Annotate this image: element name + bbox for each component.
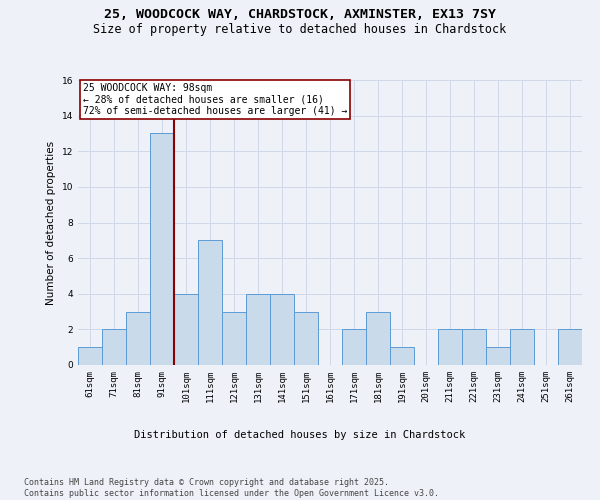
Bar [126, 312, 150, 365]
Bar [174, 294, 198, 365]
Bar [390, 347, 414, 365]
Bar [558, 330, 582, 365]
Bar [78, 347, 102, 365]
Bar [510, 330, 534, 365]
Text: Distribution of detached houses by size in Chardstock: Distribution of detached houses by size … [134, 430, 466, 440]
Bar [198, 240, 222, 365]
Text: 25, WOODCOCK WAY, CHARDSTOCK, AXMINSTER, EX13 7SY: 25, WOODCOCK WAY, CHARDSTOCK, AXMINSTER,… [104, 8, 496, 20]
Bar [366, 312, 390, 365]
Bar [462, 330, 486, 365]
Text: 25 WOODCOCK WAY: 98sqm
← 28% of detached houses are smaller (16)
72% of semi-det: 25 WOODCOCK WAY: 98sqm ← 28% of detached… [83, 83, 347, 116]
Text: Contains HM Land Registry data © Crown copyright and database right 2025.
Contai: Contains HM Land Registry data © Crown c… [24, 478, 439, 498]
Bar [294, 312, 318, 365]
Bar [246, 294, 270, 365]
Bar [102, 330, 126, 365]
Bar [222, 312, 246, 365]
Y-axis label: Number of detached properties: Number of detached properties [46, 140, 56, 304]
Bar [270, 294, 294, 365]
Bar [486, 347, 510, 365]
Bar [438, 330, 462, 365]
Text: Size of property relative to detached houses in Chardstock: Size of property relative to detached ho… [94, 22, 506, 36]
Bar [150, 134, 174, 365]
Bar [342, 330, 366, 365]
